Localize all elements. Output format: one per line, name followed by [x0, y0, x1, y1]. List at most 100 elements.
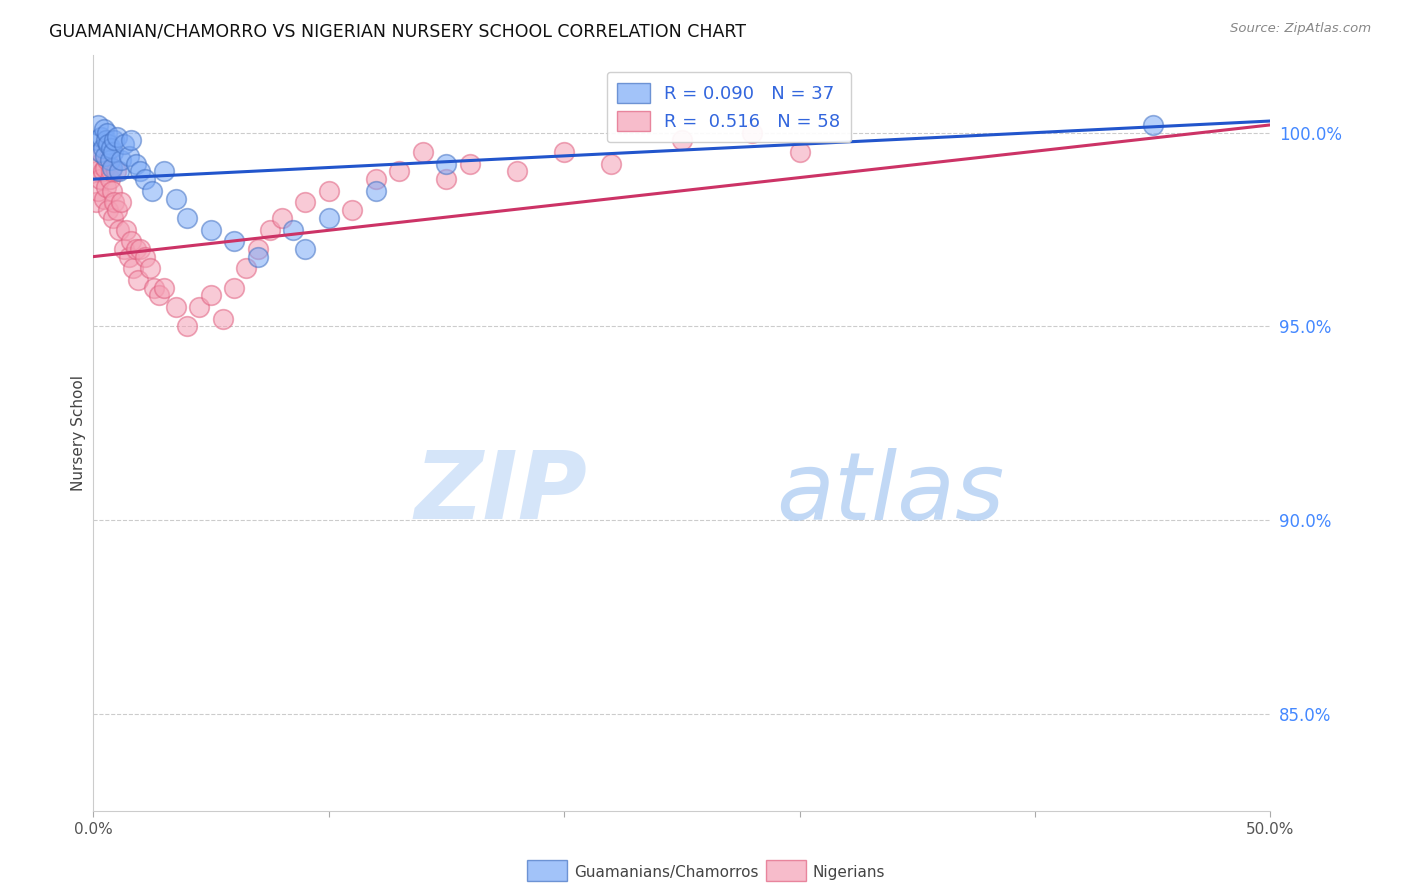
Point: [789, 145, 811, 159]
Point: [124, 156, 146, 170]
Point: [134, 172, 156, 186]
Point: [1142, 118, 1164, 132]
Point: [294, 242, 316, 256]
Point: [97, 137, 120, 152]
Point: [200, 222, 222, 236]
Point: [112, 242, 135, 256]
Point: [87, 156, 110, 170]
Point: [458, 156, 481, 170]
Point: [94, 161, 117, 175]
Point: [270, 211, 292, 225]
Point: [96, 126, 118, 140]
Point: [103, 195, 125, 210]
Point: [120, 133, 142, 147]
Point: [148, 288, 170, 302]
Point: [671, 133, 693, 147]
Point: [600, 156, 623, 170]
Point: [84, 195, 107, 210]
Point: [165, 192, 187, 206]
Text: Nigerians: Nigerians: [813, 865, 886, 880]
Point: [101, 161, 124, 175]
Point: [91, 164, 114, 178]
Point: [153, 280, 176, 294]
Text: atlas: atlas: [776, 448, 1004, 539]
Point: [86, 133, 108, 147]
Point: [104, 164, 127, 178]
Point: [340, 203, 363, 218]
Point: [98, 172, 121, 186]
Point: [90, 129, 112, 144]
Point: [211, 311, 233, 326]
Point: [103, 211, 125, 225]
Point: [94, 149, 117, 163]
Point: [741, 126, 763, 140]
Point: [90, 145, 112, 159]
Point: [94, 180, 117, 194]
Point: [96, 153, 118, 167]
Point: [127, 273, 149, 287]
Point: [129, 164, 152, 178]
Point: [103, 133, 125, 147]
Point: [224, 234, 246, 248]
Point: [153, 164, 176, 178]
Point: [117, 149, 139, 163]
Point: [87, 118, 110, 132]
Point: [224, 280, 246, 294]
Point: [259, 222, 281, 236]
Point: [129, 242, 152, 256]
Point: [93, 192, 115, 206]
Point: [176, 319, 198, 334]
Point: [108, 164, 131, 178]
Point: [143, 280, 166, 294]
Point: [176, 211, 198, 225]
Point: [364, 184, 387, 198]
Point: [188, 300, 211, 314]
Point: [165, 300, 187, 314]
Text: Source: ZipAtlas.com: Source: ZipAtlas.com: [1230, 22, 1371, 36]
Point: [283, 222, 305, 236]
Point: [91, 141, 114, 155]
Point: [124, 242, 146, 256]
Point: [110, 153, 132, 167]
Point: [120, 234, 142, 248]
Point: [364, 172, 387, 186]
Point: [294, 195, 316, 210]
Point: [134, 250, 156, 264]
Point: [100, 141, 122, 155]
Point: [97, 203, 120, 218]
Point: [553, 145, 575, 159]
Point: [103, 145, 125, 159]
Point: [87, 184, 110, 198]
Text: Guamanians/Chamorros: Guamanians/Chamorros: [574, 865, 758, 880]
Point: [434, 172, 457, 186]
Point: [89, 145, 111, 159]
Point: [86, 164, 108, 178]
Point: [110, 195, 132, 210]
Point: [247, 242, 270, 256]
Point: [101, 184, 124, 198]
Point: [247, 250, 270, 264]
Point: [115, 222, 138, 236]
Point: [235, 261, 257, 276]
Text: GUAMANIAN/CHAMORRO VS NIGERIAN NURSERY SCHOOL CORRELATION CHART: GUAMANIAN/CHAMORRO VS NIGERIAN NURSERY S…: [49, 22, 747, 40]
Point: [108, 222, 131, 236]
Point: [105, 129, 128, 144]
Legend: R = 0.090   N = 37, R =  0.516   N = 58: R = 0.090 N = 37, R = 0.516 N = 58: [606, 71, 851, 143]
Point: [388, 164, 411, 178]
Point: [100, 164, 122, 178]
Point: [105, 203, 128, 218]
Point: [506, 164, 529, 178]
Text: ZIP: ZIP: [415, 448, 588, 540]
Point: [412, 145, 434, 159]
Point: [98, 153, 121, 167]
Point: [112, 137, 135, 152]
Point: [94, 133, 117, 147]
Point: [434, 156, 457, 170]
Point: [138, 261, 160, 276]
Point: [141, 184, 163, 198]
Point: [200, 288, 222, 302]
Point: [122, 261, 145, 276]
Point: [318, 211, 340, 225]
Point: [117, 250, 139, 264]
Point: [93, 121, 115, 136]
